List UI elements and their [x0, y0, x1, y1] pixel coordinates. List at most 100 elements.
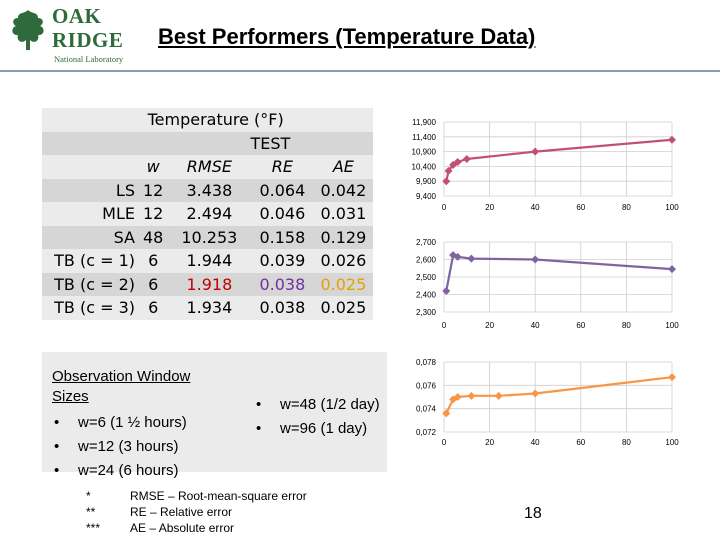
bullet: •	[256, 420, 262, 437]
cell-w: 6	[139, 249, 168, 273]
table-row: TB (c = 3) 6 1.934 0.038 0.025	[42, 296, 374, 320]
list-item-text: w=48 (1/2 day)	[280, 396, 380, 413]
y-tick-label: 10,900	[412, 148, 437, 157]
list-item-text: w=24 (6 hours)	[78, 462, 179, 479]
data-point	[531, 255, 540, 264]
data-point	[494, 391, 503, 400]
table-row: TB (c = 2) 6 1.918 0.038 0.025	[42, 272, 374, 296]
bullet: •	[54, 414, 60, 431]
y-tick-label: 0,076	[416, 381, 437, 390]
observation-heading-line2: Sizes	[52, 388, 89, 405]
table-header-row: TEST	[42, 131, 374, 155]
table-row: MLE 12 2.494 0.046 0.031	[42, 202, 374, 226]
table-row: LS 12 3.438 0.064 0.042	[42, 178, 374, 202]
ae-line-chart: 0,072 0,074 0,076 0,078 0 20 40 60 80 100	[416, 358, 679, 447]
series-line	[445, 138, 673, 182]
observation-heading-line1: Observation Window	[52, 368, 191, 385]
window-size-list-right: • w=48 (1/2 day) • w=96 (1 day)	[254, 394, 380, 442]
row-label: SA	[42, 225, 139, 249]
list-item: • w=12 (3 hours)	[52, 436, 187, 460]
rmse-line-chart: 9,400 9,900 10,400 10,900 11,400 11,900 0 20 40 6…	[412, 118, 680, 212]
list-item: • w=96 (1 day)	[254, 418, 380, 442]
observation-window-box	[42, 352, 387, 472]
logo-text-lab: National Laboratory	[54, 54, 124, 64]
x-tick-label: 80	[622, 203, 631, 212]
cell-ae: 0.026	[313, 249, 374, 273]
x-tick-label: 0	[442, 203, 447, 212]
y-tick-label: 2,700	[416, 238, 437, 247]
cell-re: 0.039	[251, 249, 314, 273]
footnote-text: RMSE – Root-mean-square error	[130, 489, 307, 503]
cell-rmse: 1.944	[167, 249, 252, 273]
table-row: SA 48 10.253 0.158 0.129	[42, 225, 374, 249]
x-tick-label: 60	[576, 438, 585, 447]
list-item: • w=24 (6 hours)	[52, 460, 187, 484]
cell-w: 6	[139, 296, 168, 320]
data-point	[462, 155, 471, 163]
y-tick-label: 10,400	[412, 162, 437, 171]
footnote-mark: **	[86, 505, 96, 519]
y-tick-label: 11,400	[412, 133, 436, 142]
table-row: TB (c = 1) 6 1.944 0.039 0.026	[42, 249, 374, 273]
data-point	[668, 373, 676, 382]
x-tick-label: 100	[665, 321, 679, 330]
column-header: RMSE	[167, 155, 252, 179]
bullet: •	[256, 396, 262, 413]
table-header-temperature: Temperature (°F)	[42, 108, 374, 132]
series-line	[445, 376, 673, 414]
footnote: ** RE – Relative error	[86, 504, 307, 520]
cell-re: 0.046	[251, 202, 314, 226]
logo-text-oak: OAK	[52, 4, 102, 28]
table-header-row: Temperature (°F)	[42, 108, 374, 132]
row-label: TB (c = 2)	[42, 272, 139, 296]
observation-heading: Observation Window Sizes	[52, 367, 190, 407]
performance-table: Temperature (°F) TEST w RMSE RE AE LS 12…	[42, 108, 374, 320]
y-tick-label: 0,078	[416, 358, 437, 367]
title-divider	[0, 70, 720, 72]
x-tick-label: 40	[531, 203, 540, 212]
oak-ridge-logo: OAK RIDGE National Laboratory	[8, 6, 143, 66]
x-tick-label: 20	[485, 438, 494, 447]
y-tick-label: 2,300	[416, 308, 437, 317]
column-header: AE	[313, 155, 374, 179]
cell-rmse: 10.253	[167, 225, 252, 249]
data-point	[467, 254, 476, 263]
list-item: • w=48 (1/2 day)	[254, 394, 380, 418]
window-size-list-left: • w=6 (1 ½ hours) • w=12 (3 hours) • w=24 (…	[52, 412, 187, 484]
row-label: TB (c = 1)	[42, 249, 139, 273]
cell-w: 48	[139, 225, 168, 249]
y-tick-label: 2,500	[416, 273, 437, 282]
x-tick-label: 80	[622, 438, 631, 447]
cell-rmse: 1.934	[167, 296, 252, 320]
cell-re: 0.038	[251, 296, 314, 320]
cell-ae: 0.025	[313, 296, 374, 320]
logo-text-ridge: RIDGE	[52, 28, 124, 52]
cell-w: 12	[139, 202, 168, 226]
y-tick-label: 2,600	[416, 256, 437, 265]
footnote-mark: *	[86, 489, 91, 503]
y-tick-label: 9,900	[416, 177, 437, 186]
data-point	[442, 409, 451, 418]
cell-rmse: 3.438	[167, 178, 252, 202]
data-point	[531, 147, 540, 156]
slide-number: 18	[524, 505, 542, 522]
list-item-text: w=12 (3 hours)	[78, 438, 179, 455]
cell-ae-best: 0.025	[313, 272, 374, 296]
list-item-text: w=6 (1 ½ hours)	[78, 414, 187, 431]
data-point	[442, 177, 451, 186]
x-tick-label: 80	[622, 321, 631, 330]
footnote-mark: ***	[86, 521, 101, 535]
cell-ae: 0.129	[313, 225, 374, 249]
cell-w: 6	[139, 272, 168, 296]
row-label: LS	[42, 178, 139, 202]
y-tick-label: 9,400	[416, 192, 437, 201]
footnotes: * RMSE – Root-mean-square error ** RE – Re…	[86, 488, 307, 536]
cell-w: 12	[139, 178, 168, 202]
footnote-text: RE – Relative error	[130, 505, 233, 519]
data-point	[453, 393, 462, 401]
y-tick-label: 11,900	[412, 118, 436, 127]
list-item-text: w=96 (1 day)	[280, 420, 368, 437]
data-point	[444, 166, 453, 175]
data-point	[668, 135, 676, 144]
oak-leaf-icon	[12, 10, 44, 50]
